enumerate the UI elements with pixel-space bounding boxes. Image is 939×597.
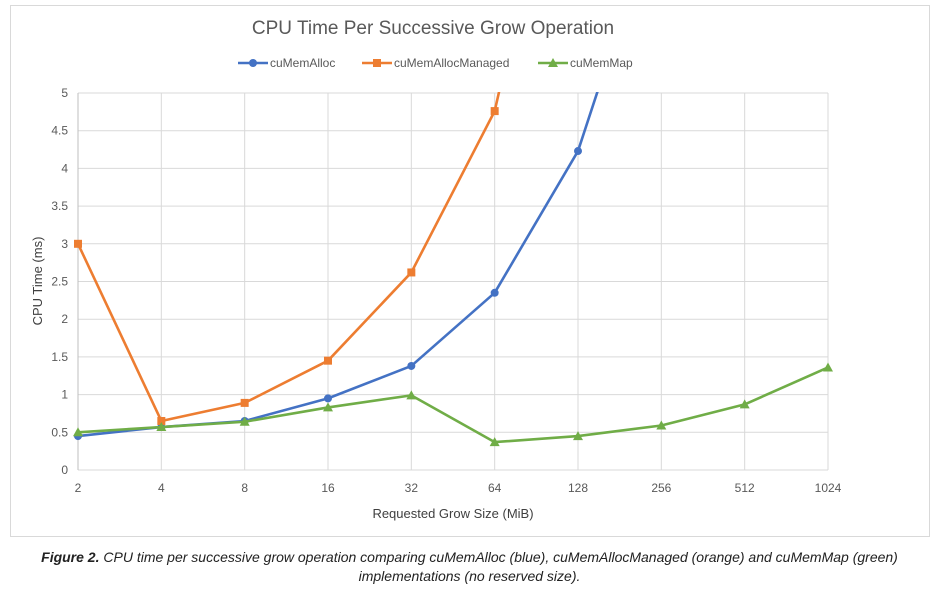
x-tick-label: 16 [321, 481, 335, 495]
x-tick-label: 256 [651, 481, 671, 495]
data-point [74, 239, 82, 248]
data-point [573, 431, 583, 441]
chart-frame [10, 5, 930, 537]
x-axis-label: Requested Grow Size (MiB) [372, 506, 533, 521]
x-tick-label: 4 [158, 481, 165, 495]
data-point [739, 399, 750, 409]
data-point [656, 420, 667, 430]
data-point [324, 394, 332, 403]
data-point [157, 416, 166, 425]
data-point [239, 416, 250, 426]
legend-label: cuMemMap [570, 56, 633, 70]
caption-label: Figure 2. [41, 549, 100, 565]
y-tick-label: 5 [61, 86, 68, 100]
legend-marker [249, 59, 257, 67]
data-point [323, 402, 333, 412]
data-point [823, 362, 833, 372]
line-chart: CPU Time Per Successive Grow Operation R… [30, 18, 842, 521]
y-tick-label: 3 [61, 237, 68, 251]
data-point [489, 437, 500, 447]
y-tick-label: 2.5 [51, 275, 68, 289]
x-tick-label: 64 [488, 481, 502, 495]
data-point [574, 147, 582, 156]
x-tick-label: 1024 [815, 481, 842, 495]
data-point [156, 422, 167, 432]
y-tick-label: 0.5 [51, 425, 68, 439]
x-tick-label: 32 [405, 481, 419, 495]
y-tick-label: 4 [61, 161, 68, 175]
data-point [324, 356, 332, 365]
data-point [407, 361, 416, 370]
data-point [490, 107, 499, 116]
y-tick-label: 1.5 [51, 350, 68, 364]
y-tick-label: 4.5 [51, 124, 68, 138]
data-point [407, 268, 416, 277]
x-tick-label: 8 [241, 481, 248, 495]
data-point [406, 390, 417, 400]
data-point [73, 427, 83, 437]
x-tick-label: 2 [75, 481, 82, 495]
y-axis-label: CPU Time (ms) [30, 237, 45, 326]
data-point [490, 288, 499, 297]
legend-marker [373, 59, 381, 67]
x-tick-label: 128 [568, 481, 588, 495]
caption-text: CPU time per successive grow operation c… [99, 549, 898, 584]
chart-title: CPU Time Per Successive Grow Operation [252, 18, 614, 39]
y-tick-label: 2 [61, 312, 68, 326]
series-line [77, 366, 829, 444]
data-point [240, 398, 249, 407]
y-tick-label: 1 [61, 388, 68, 402]
series-cuMemMap [73, 362, 833, 447]
y-tick-label: 3.5 [51, 199, 68, 213]
legend-label: cuMemAlloc [270, 56, 335, 70]
y-tick-label: 0 [61, 463, 68, 477]
series-cuMemAllocManaged [74, 92, 501, 425]
legend-marker [548, 58, 558, 67]
legend-label: cuMemAllocManaged [394, 56, 509, 70]
x-tick-label: 512 [735, 481, 755, 495]
figure-caption: Figure 2. CPU time per successive grow o… [0, 548, 939, 586]
